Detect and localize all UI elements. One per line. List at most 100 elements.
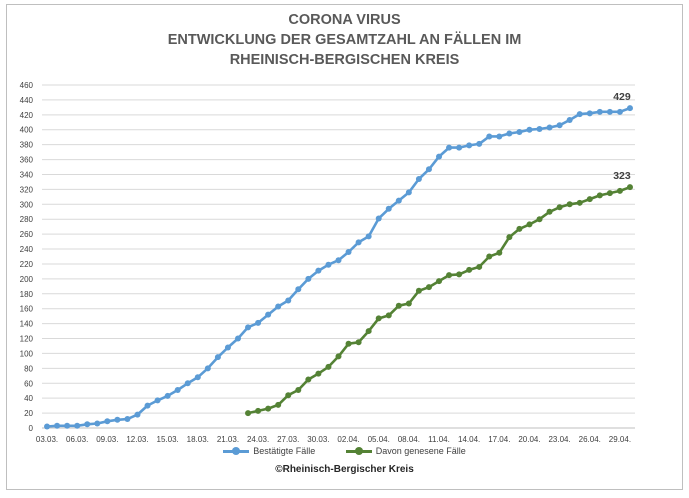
y-tick-label: 460 xyxy=(20,81,34,90)
data-point-0 xyxy=(275,303,282,310)
y-tick-label: 220 xyxy=(20,260,34,269)
y-tick-label: 100 xyxy=(20,349,34,358)
data-point-0 xyxy=(214,354,221,361)
data-point-1 xyxy=(446,272,453,279)
data-point-0 xyxy=(446,144,453,151)
x-tick-label: 03.03. xyxy=(36,435,58,444)
data-point-1 xyxy=(355,339,362,346)
x-tick-label: 26.04. xyxy=(579,435,601,444)
y-tick-label: 160 xyxy=(20,305,34,314)
x-tick-label: 14.04. xyxy=(458,435,480,444)
data-point-1 xyxy=(506,234,513,241)
y-axis: 0 20 40 60 80 100 120 140 160 180 200 220 240 260 280 3… xyxy=(20,81,34,433)
data-point-0 xyxy=(204,365,211,372)
chart-title-line-3: RHEINISCH-BERGISCHEN KREIS xyxy=(229,52,460,68)
data-point-0 xyxy=(496,133,503,140)
data-point-0 xyxy=(104,418,111,425)
legend-item-confirmed: Bestätigte Fälle xyxy=(223,446,315,456)
data-point-0 xyxy=(375,215,382,222)
x-tick-label: 11.04. xyxy=(428,435,450,444)
data-point-1 xyxy=(255,407,262,414)
data-point-1 xyxy=(526,221,533,228)
data-point-1 xyxy=(385,312,392,319)
data-point-0 xyxy=(616,108,623,115)
data-point-1 xyxy=(295,386,302,393)
x-tick-label: 30.03. xyxy=(307,435,329,444)
y-tick-label: 0 xyxy=(29,424,34,433)
data-point-1 xyxy=(436,278,443,285)
data-point-1 xyxy=(596,192,603,199)
data-point-0 xyxy=(234,335,241,342)
y-tick-label: 140 xyxy=(20,320,34,329)
end-value-label-0: 429 xyxy=(613,91,631,103)
data-point-1 xyxy=(325,363,332,370)
data-point-1 xyxy=(375,315,382,322)
data-point-0 xyxy=(44,423,51,430)
data-point-1 xyxy=(415,287,422,294)
data-point-1 xyxy=(626,184,633,191)
legend-swatch-recovered xyxy=(345,447,372,456)
data-point-0 xyxy=(54,422,61,429)
y-tick-label: 300 xyxy=(20,200,34,209)
legend: Bestätigte Fälle Davon genesene Fälle xyxy=(0,445,689,456)
y-tick-label: 60 xyxy=(24,379,33,388)
data-point-0 xyxy=(265,311,272,318)
data-point-0 xyxy=(255,319,262,326)
series-line-1 xyxy=(247,185,631,415)
data-point-1 xyxy=(395,302,402,309)
data-point-0 xyxy=(285,297,292,304)
data-point-0 xyxy=(295,286,302,293)
x-tick-label: 12.03. xyxy=(126,435,148,444)
data-point-0 xyxy=(566,117,573,124)
x-tick-label: 08.04. xyxy=(398,435,420,444)
data-point-0 xyxy=(224,344,231,351)
data-point-0 xyxy=(586,110,593,117)
x-tick-label: 27.03. xyxy=(277,435,299,444)
copyright-note: ©Rheinisch-Bergischer Kreis xyxy=(275,464,414,475)
data-point-0 xyxy=(526,126,533,133)
data-point-1 xyxy=(556,204,563,211)
series-line-0 xyxy=(46,106,631,428)
data-point-0 xyxy=(355,239,362,246)
data-point-0 xyxy=(626,105,633,112)
data-point-0 xyxy=(486,133,493,140)
x-tick-label: 18.03. xyxy=(187,435,209,444)
data-point-0 xyxy=(194,374,201,381)
legend-swatch-confirmed xyxy=(223,447,250,456)
y-tick-label: 200 xyxy=(20,275,34,284)
data-point-0 xyxy=(325,261,332,268)
data-point-0 xyxy=(335,257,342,264)
data-point-0 xyxy=(144,402,151,409)
y-tick-label: 400 xyxy=(20,126,34,135)
legend-item-recovered: Davon genesene Fälle xyxy=(345,446,466,456)
x-tick-label: 09.03. xyxy=(96,435,118,444)
y-tick-label: 360 xyxy=(20,156,34,165)
x-tick-label: 20.04. xyxy=(518,435,540,444)
x-axis: 03.03. 06.03. 09.03. 12.03. 15.03. 18.03. 21.0… xyxy=(36,427,635,444)
data-point-1 xyxy=(315,370,322,377)
series-layer xyxy=(44,105,633,430)
data-point-0 xyxy=(174,386,181,393)
data-point-1 xyxy=(496,249,503,256)
y-tick-label: 240 xyxy=(20,245,34,254)
data-point-0 xyxy=(74,422,81,429)
x-tick-label: 21.03. xyxy=(217,435,239,444)
data-point-0 xyxy=(576,111,583,118)
y-tick-label: 20 xyxy=(24,409,33,418)
data-point-1 xyxy=(425,284,432,291)
x-tick-label: 29.04. xyxy=(609,435,631,444)
y-tick-label: 260 xyxy=(20,230,34,239)
data-point-0 xyxy=(84,421,91,428)
end-value-label-1: 323 xyxy=(613,170,631,182)
data-point-0 xyxy=(536,125,543,132)
y-tick-label: 180 xyxy=(20,290,34,299)
data-point-1 xyxy=(546,208,553,215)
data-point-1 xyxy=(335,353,342,360)
y-tick-label: 320 xyxy=(20,185,34,194)
data-point-0 xyxy=(305,275,312,282)
data-point-0 xyxy=(506,130,513,137)
y-tick-label: 280 xyxy=(20,215,34,224)
data-point-0 xyxy=(415,175,422,182)
data-point-1 xyxy=(566,201,573,208)
y-tick-label: 420 xyxy=(20,111,34,120)
